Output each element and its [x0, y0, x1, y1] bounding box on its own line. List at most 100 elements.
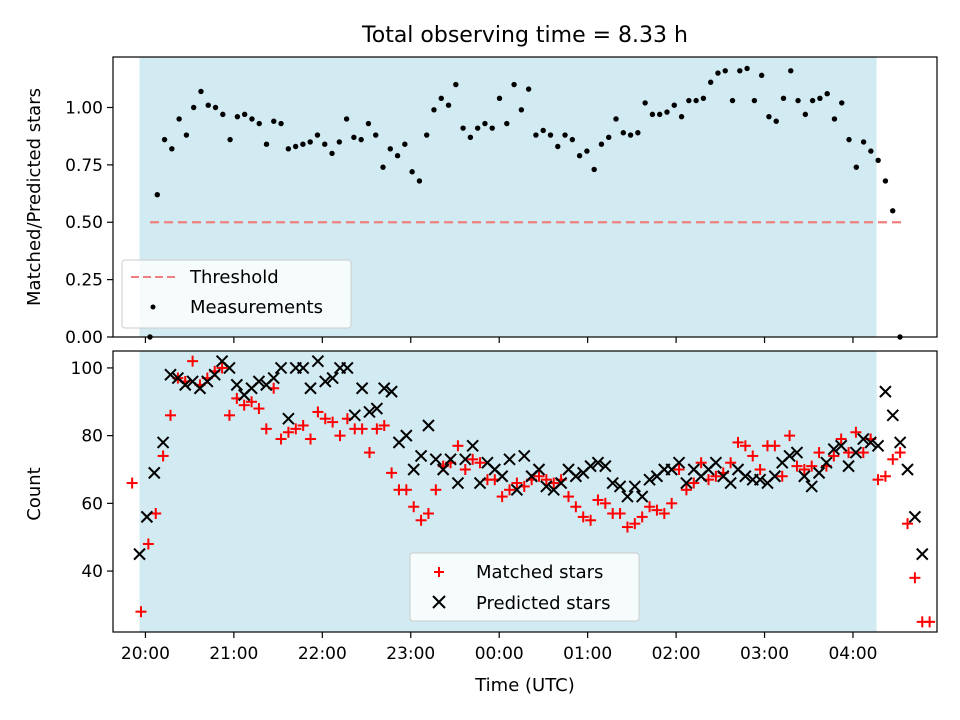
predicted-star-point	[532, 463, 546, 476]
measurement-point	[365, 120, 372, 127]
measurement-point	[598, 141, 605, 147]
predicted-star-point	[230, 378, 244, 392]
measurement-point	[890, 208, 896, 214]
matched-star-point	[776, 470, 788, 482]
predicted-star-point	[724, 476, 737, 490]
matched-star-point	[415, 514, 427, 526]
matched-star-point	[585, 514, 597, 526]
measurement-point	[693, 97, 699, 104]
predicted-star-point	[451, 476, 465, 490]
x-tick-label: 21:00	[209, 644, 258, 664]
matched-star-point	[695, 457, 707, 469]
predicted-star-point	[363, 405, 376, 419]
matched-star-point	[305, 433, 317, 445]
predicted-star-point	[414, 449, 428, 463]
matched-star-point	[452, 440, 464, 452]
matched-star-point	[363, 447, 375, 459]
measurement-point	[474, 125, 481, 131]
matched-star-point	[157, 450, 169, 462]
predicted-star-point	[407, 463, 420, 476]
predicted-star-point	[503, 453, 516, 466]
predicted-star-point	[422, 419, 435, 432]
matched-star-point	[562, 491, 574, 503]
predicted-star-point	[400, 429, 413, 442]
measurement-point	[664, 109, 670, 115]
predicted-star-point	[540, 480, 553, 493]
predicted-star-point	[783, 449, 796, 463]
x-tick-label: 04:00	[828, 644, 877, 664]
measurement-point	[627, 132, 634, 138]
measurement-point	[751, 97, 758, 104]
predicted-star-point	[812, 466, 826, 480]
measurement-point	[263, 141, 270, 147]
matched-star-point	[813, 447, 825, 459]
matched-star-point	[725, 457, 737, 469]
predicted-star-point	[790, 446, 804, 459]
matched-star-point	[747, 450, 759, 462]
measurement-point	[278, 120, 284, 127]
predicted-star-point	[518, 449, 531, 463]
predicted-star-point	[208, 368, 221, 381]
top-plot-frame	[112, 56, 938, 338]
predicted-star-point	[267, 371, 280, 385]
predicted-star-point	[473, 476, 487, 490]
measurement-point	[555, 143, 561, 150]
x-tick-label: 01:00	[563, 644, 612, 664]
matched-star-point	[327, 416, 339, 428]
matched-star-point	[739, 440, 751, 452]
measurement-point	[700, 95, 707, 102]
predicted-star-point	[304, 382, 317, 395]
predicted-star-point	[569, 470, 583, 483]
measurement-point	[846, 136, 852, 143]
matched-star-point	[126, 477, 138, 489]
measurement-point	[562, 132, 568, 138]
measurement-point	[285, 146, 292, 152]
matched-star-point	[474, 457, 486, 469]
predicted-star-point	[296, 361, 310, 375]
predicted-star-point	[348, 409, 361, 422]
matched-star-point	[540, 474, 552, 486]
predicted-star-point	[857, 432, 870, 446]
predicted-star-point	[319, 375, 332, 388]
predicted-star-point	[495, 470, 509, 483]
measurement-point	[882, 178, 889, 184]
x-tick-label: 00:00	[475, 644, 524, 664]
bottom-y-tick-label: 100	[71, 359, 103, 379]
measurement-point	[860, 139, 867, 145]
measurement-point	[438, 95, 444, 102]
measurement-point	[358, 136, 364, 143]
matched-star-point	[850, 426, 862, 438]
measurement-point	[256, 120, 262, 127]
measurement-point	[416, 178, 423, 184]
measurement-point	[547, 132, 554, 138]
measurement-point	[176, 116, 182, 122]
predicted-star-point	[827, 442, 841, 456]
predicted-star-point	[584, 459, 597, 473]
measurement-point	[839, 100, 845, 106]
measurement-point	[686, 97, 692, 104]
measurement-point	[788, 68, 794, 74]
measurement-point	[336, 139, 343, 145]
matched-star-point	[400, 484, 412, 496]
predicted-star-point	[355, 382, 369, 395]
matched-star-point	[467, 453, 479, 465]
bottom-y-axis-label: Count	[24, 467, 45, 520]
predicted-star-point	[842, 459, 855, 473]
matched-star-point	[319, 413, 331, 425]
measurement-point	[802, 111, 809, 118]
measurement-point	[613, 116, 619, 122]
matched-star-point	[238, 399, 250, 411]
matched-star-point	[386, 467, 398, 479]
predicted-star-point	[864, 436, 877, 449]
measurement-point	[154, 192, 160, 198]
matched-star-point	[253, 403, 265, 415]
predicted-star-point	[621, 490, 634, 503]
measurement-point	[314, 132, 321, 138]
matched-star-point	[784, 430, 796, 442]
matched-star-point	[769, 440, 781, 452]
measurement-point	[307, 139, 313, 145]
measurement-point	[205, 102, 211, 108]
matched-star-point	[806, 460, 818, 472]
predicted-star-point	[282, 412, 295, 425]
measurement-point	[875, 157, 881, 163]
